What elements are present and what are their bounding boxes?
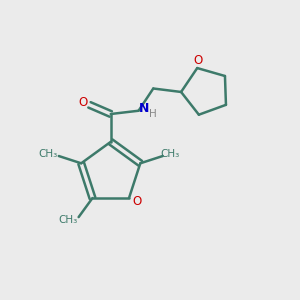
Text: O: O	[78, 96, 88, 109]
Text: CH₃: CH₃	[39, 149, 58, 159]
Text: CH₃: CH₃	[58, 215, 78, 225]
Text: H: H	[149, 109, 157, 119]
Text: N: N	[139, 102, 149, 115]
Text: O: O	[194, 54, 203, 68]
Text: CH₃: CH₃	[160, 149, 179, 159]
Text: O: O	[133, 196, 142, 208]
